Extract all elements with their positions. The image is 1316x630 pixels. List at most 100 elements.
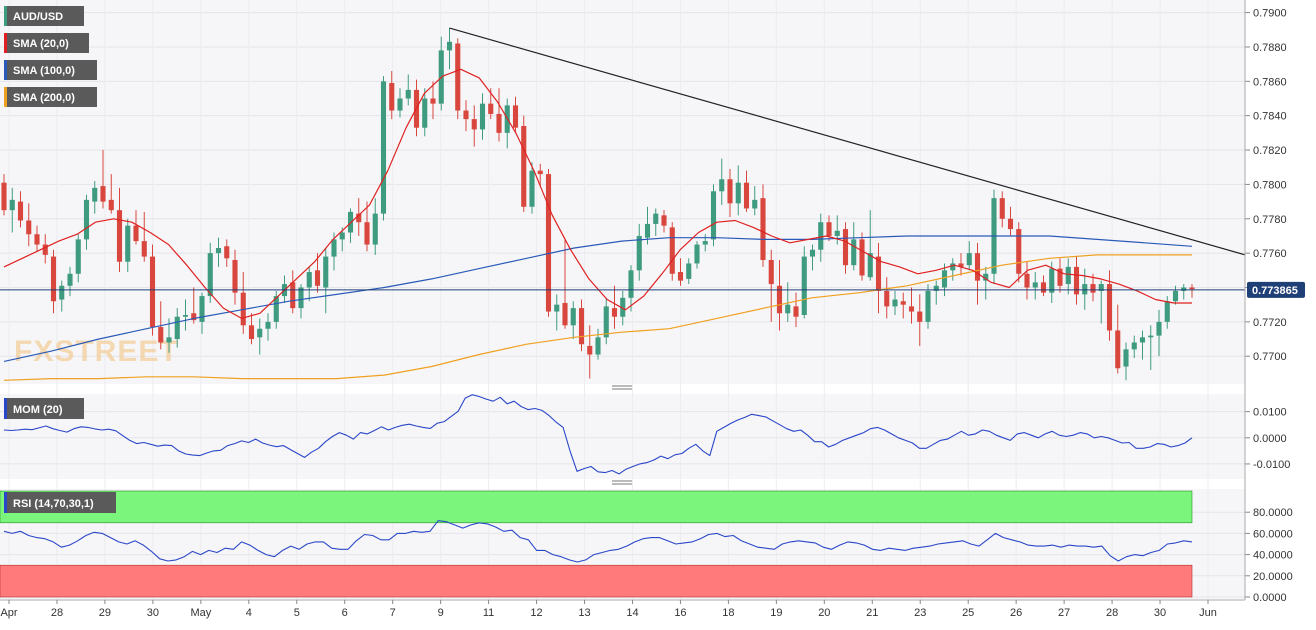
candle [554, 294, 560, 331]
x-tick-label: 25 [962, 607, 974, 619]
candle-body [215, 247, 222, 254]
candle [26, 203, 32, 247]
price-pane[interactable] [0, 0, 1245, 384]
candle [430, 81, 436, 120]
candle [727, 168, 733, 218]
candle [859, 232, 865, 281]
candle-body [620, 297, 626, 317]
rsi-oversold-zone [0, 564, 1193, 598]
candle-body [1007, 218, 1014, 230]
candle [265, 313, 271, 341]
x-tick-label: 29 [99, 607, 111, 619]
candle-body [661, 215, 667, 226]
candle [710, 184, 717, 247]
candle [950, 258, 956, 281]
candle [694, 241, 700, 269]
candle [1057, 258, 1063, 293]
candle [529, 162, 535, 214]
candle [380, 76, 387, 221]
candle [743, 170, 750, 212]
candle [446, 28, 453, 70]
candle [1098, 280, 1104, 324]
candle-body [974, 253, 981, 281]
candle-body [950, 263, 956, 271]
mom-pane[interactable] [0, 394, 1245, 479]
candle [306, 266, 312, 302]
candle-body [232, 260, 238, 293]
candle-body [9, 199, 15, 211]
candle [908, 287, 915, 324]
candle [1181, 284, 1187, 300]
candle-body [925, 290, 931, 322]
legend-sma200[interactable]: SMA (200,0) [4, 87, 97, 107]
candle-body [512, 105, 519, 128]
x-axis: Apr 28 29 30 May 4 5 6 7 9 11 12 13 14 16 18 19 20 21 23 25 2… [0, 599, 1245, 619]
legend-sma20[interactable]: SMA (20,0) [4, 33, 89, 53]
candle-body [471, 119, 477, 130]
candle-body [306, 272, 312, 288]
candle-body [644, 223, 651, 238]
candle-body [842, 229, 849, 266]
candle [405, 74, 411, 106]
candle [364, 201, 370, 252]
candle-body [1156, 321, 1162, 336]
legend-sma100-text: SMA (100,0) [13, 65, 75, 77]
candle [875, 242, 882, 314]
candle [900, 292, 906, 319]
x-tick-label: 30 [1154, 607, 1166, 619]
candle-body [1139, 337, 1146, 343]
candle [125, 218, 131, 273]
legend-rsi[interactable]: RSI (14,70,30,1) [4, 492, 116, 513]
candle [1073, 256, 1080, 305]
candle-body [694, 244, 700, 264]
candle-body [59, 285, 65, 300]
candle [479, 93, 486, 140]
candle [133, 210, 139, 245]
pane-resize-handle-icon[interactable] [612, 480, 632, 485]
candle-body [34, 234, 40, 245]
candle-body [529, 170, 535, 207]
candle-body [133, 225, 139, 242]
x-tick-label: 7 [390, 607, 396, 619]
x-tick-label: 30 [147, 607, 159, 619]
legend-symbol[interactable]: AUD/USD [4, 6, 84, 26]
legend-sma100[interactable]: SMA (100,0) [4, 60, 97, 80]
candle [661, 210, 667, 233]
candle [1032, 272, 1038, 300]
candle [653, 208, 659, 236]
candle-body [628, 270, 634, 298]
x-tick-label: 6 [342, 607, 348, 619]
candle [356, 198, 362, 236]
x-tick-label: 23 [914, 607, 926, 619]
candle-body [182, 314, 189, 317]
candle-body [743, 182, 750, 209]
candle [776, 260, 783, 331]
candle-body [1016, 229, 1022, 274]
candle-body [776, 285, 783, 314]
candle-body [248, 325, 255, 340]
candle-body [578, 308, 585, 345]
candle [752, 186, 758, 216]
candle-body [884, 290, 890, 307]
candle-body [958, 263, 964, 267]
candle-body [116, 210, 123, 262]
candle [50, 249, 57, 314]
legend-mom[interactable]: MOM (20) [4, 398, 84, 419]
x-tick-label: 18 [722, 607, 734, 619]
last-price-label: 0.773865 [1252, 285, 1298, 297]
candle-body [875, 256, 882, 291]
candle-body [785, 304, 791, 314]
candle [1123, 342, 1129, 381]
candle-body [166, 337, 172, 343]
candle [372, 198, 378, 255]
y-tick-label: 0.0000 [1253, 433, 1287, 445]
y-tick-label: 20.0000 [1253, 571, 1293, 583]
x-tick-label: 13 [578, 607, 590, 619]
x-tick-label: 11 [483, 607, 494, 619]
candle-body [686, 263, 692, 279]
candle-body [735, 182, 741, 204]
candle-body [92, 187, 98, 202]
candle [537, 163, 543, 187]
candle [603, 297, 609, 345]
pane-resize-handle-icon[interactable] [612, 385, 632, 390]
